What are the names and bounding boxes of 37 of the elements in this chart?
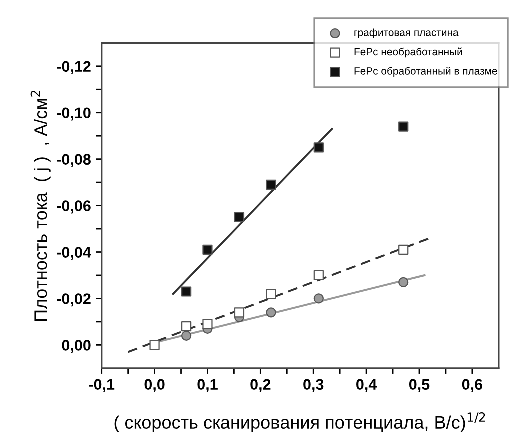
x-tick-label: 0,6 [462,379,482,392]
point [266,180,276,190]
point [314,294,324,304]
legend-label: FePc обработанный в плазме [354,67,498,77]
point [202,319,213,330]
point [314,142,324,153]
point [182,286,192,297]
point [202,244,213,255]
y-tick-label: -0,08 [57,154,91,168]
y-tick-label: 0,00 [62,340,91,354]
point [266,289,276,300]
x-tick-label: 0,4 [356,379,378,392]
x-axis-title: ( скорость сканирования потенциала, В/с)$^{1/2}$ [114,412,486,433]
y-tick-label: -0,12 [57,61,91,74]
point [266,308,276,318]
point [182,330,192,341]
point [398,244,409,255]
y-tick-label: -0,06 [57,200,91,214]
legend-label: графитовая пластина [354,28,459,38]
point [234,212,245,222]
x-tick-label: 0,1 [198,379,218,392]
x-tick-label: 0,5 [409,379,430,392]
legend-label: FePc необработанный [354,48,462,58]
y-tick-label: -0,02 [57,294,91,307]
x-tick-label: 0,2 [250,379,271,392]
y-axis-title: Плотность тока ( j ) , А/см$^{2}$ [30,91,51,321]
point [398,277,409,288]
point [234,308,245,318]
x-tick-label: 0,0 [144,379,165,392]
point [182,322,192,332]
point [314,270,324,281]
y-tick-label: -0,04 [57,247,92,260]
x-tick-label: 0,3 [304,379,324,392]
x-tick-label: -0,1 [89,379,115,392]
point [150,340,160,350]
y-tick-label: -0,10 [57,108,91,121]
point [398,122,409,132]
